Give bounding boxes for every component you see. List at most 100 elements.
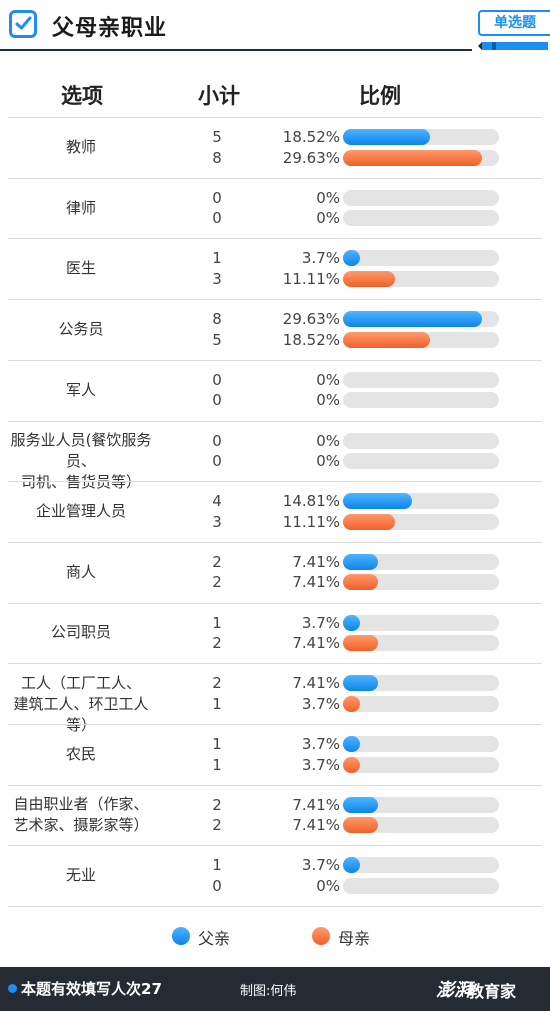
option-label: 医生 — [4, 258, 158, 279]
row-divider — [8, 906, 542, 908]
footer-divider — [462, 981, 463, 997]
father-bar-track — [343, 311, 499, 328]
row-divider — [8, 117, 542, 118]
row-divider — [8, 784, 542, 786]
option-label: 商人 — [4, 562, 158, 583]
mother-bar-track — [343, 513, 499, 530]
option-label: 律师 — [4, 198, 158, 219]
mother-percent-label: 0% — [316, 452, 340, 470]
footer-stripe — [0, 958, 550, 967]
mother-count: 1 — [212, 694, 222, 713]
option-label-line: 艺术家、摄影家等） — [13, 816, 149, 835]
father-bar — [343, 614, 361, 631]
row-divider — [8, 177, 542, 179]
mother-bar-track — [343, 817, 499, 834]
mother-bar-track — [343, 331, 499, 348]
father-count: 1 — [212, 613, 222, 632]
mother-bar-track — [343, 574, 499, 591]
footer-bullet-icon — [8, 984, 17, 993]
option-label: 无业 — [4, 865, 158, 886]
footer: 本题有效填写人次27 制图:何伟 澎湃 教育家 — [0, 967, 550, 1011]
mother-bar — [343, 149, 482, 166]
mother-count: 2 — [212, 634, 222, 653]
mother-bar — [343, 513, 395, 530]
mother-count: 8 — [212, 148, 222, 167]
mother-bar — [343, 574, 378, 591]
mother-percent-label: 11.11% — [282, 269, 340, 288]
father-bar — [343, 493, 413, 510]
option-label: 公务员 — [4, 319, 158, 340]
option-label: 公司职员 — [4, 622, 158, 643]
father-count: 0 — [212, 188, 222, 207]
row-divider — [8, 238, 542, 240]
option-label: 自由职业者（作家、 艺术家、摄影家等） — [4, 794, 158, 836]
mother-bar-track — [343, 270, 499, 287]
option-label-line: 医生 — [65, 259, 96, 278]
brand-logo: 澎湃 — [436, 980, 472, 1001]
father-percent-label: 3.7% — [301, 249, 340, 268]
header: 父母亲职业 单选题 — [0, 0, 550, 51]
mother-bar — [343, 270, 395, 287]
mother-percent-label: 0% — [316, 876, 340, 895]
mother-count: 0 — [212, 876, 222, 895]
father-bar — [343, 736, 361, 752]
father-percent-label: 7.41% — [292, 795, 340, 814]
mother-percent-label: 3.7% — [301, 755, 340, 774]
father-count: 2 — [212, 552, 222, 571]
mother-bar-track — [343, 635, 499, 652]
father-bar-track — [343, 553, 499, 570]
mother-count: 3 — [212, 512, 222, 531]
column-header-ratio: 比例 — [359, 84, 401, 108]
father-percent-label: 0% — [316, 370, 340, 389]
father-percent-label: 3.7% — [301, 856, 340, 875]
father-percent-label: 3.7% — [301, 613, 340, 632]
mother-count: 0 — [212, 391, 222, 410]
option-label-line: 教师 — [65, 137, 96, 156]
brand-name: 教育家 — [468, 982, 517, 1001]
mother-percent-label: 18.52% — [282, 330, 340, 349]
father-percent-label: 0% — [316, 188, 340, 207]
option-label-line: 建筑工人、环卫工人等） — [13, 694, 149, 734]
father-bar-track — [343, 857, 499, 874]
father-percent-label: 29.63% — [282, 310, 340, 329]
father-count: 0 — [212, 370, 222, 389]
father-bar-track — [343, 675, 499, 692]
option-label-line: 无业 — [65, 866, 96, 885]
mother-bar-track — [343, 149, 499, 166]
column-header-count: 小计 — [198, 84, 240, 108]
column-header-option: 选项 — [61, 84, 103, 108]
mother-percent-label: 0% — [316, 209, 340, 228]
father-percent-label: 14.81% — [282, 492, 340, 511]
father-count: 2 — [212, 795, 222, 814]
father-bar-track — [343, 189, 499, 206]
mother-percent-label: 3.7% — [301, 694, 340, 713]
row-divider — [8, 299, 542, 301]
option-label-line: 自由职业者（作家、 — [13, 795, 149, 814]
chart-credit: 制图:何伟 — [240, 984, 297, 999]
option-label: 农民 — [4, 744, 158, 765]
option-label-line: 商人 — [65, 562, 96, 581]
father-percent-label: 18.52% — [282, 128, 340, 146]
father-bar — [343, 129, 430, 145]
father-bar — [343, 857, 361, 874]
mother-count: 5 — [212, 330, 222, 349]
mother-count: 2 — [212, 816, 222, 835]
respondent-count: 本题有效填写人次27 — [21, 980, 162, 998]
father-bar — [343, 250, 361, 267]
option-label: 军人 — [4, 380, 158, 401]
father-count: 5 — [212, 128, 222, 146]
mother-percent-label: 7.41% — [292, 634, 340, 653]
father-count: 4 — [212, 492, 222, 511]
row-divider — [8, 481, 542, 483]
mother-percent-label: 11.11% — [282, 512, 340, 531]
page-title: 父母亲职业 — [52, 16, 168, 41]
mother-bar — [343, 756, 361, 773]
pen-icon — [478, 42, 548, 50]
option-label-line: 公司职员 — [50, 623, 111, 642]
father-bar — [343, 675, 378, 692]
mother-percent-label: 0% — [316, 391, 340, 410]
option-label-line: 企业管理人员 — [35, 502, 126, 521]
row-divider — [8, 359, 542, 361]
option-label: 工人（工厂工人、 建筑工人、环卫工人等） — [4, 673, 158, 736]
option-label-line: 服务业人员(餐饮服务员、 — [10, 430, 152, 470]
